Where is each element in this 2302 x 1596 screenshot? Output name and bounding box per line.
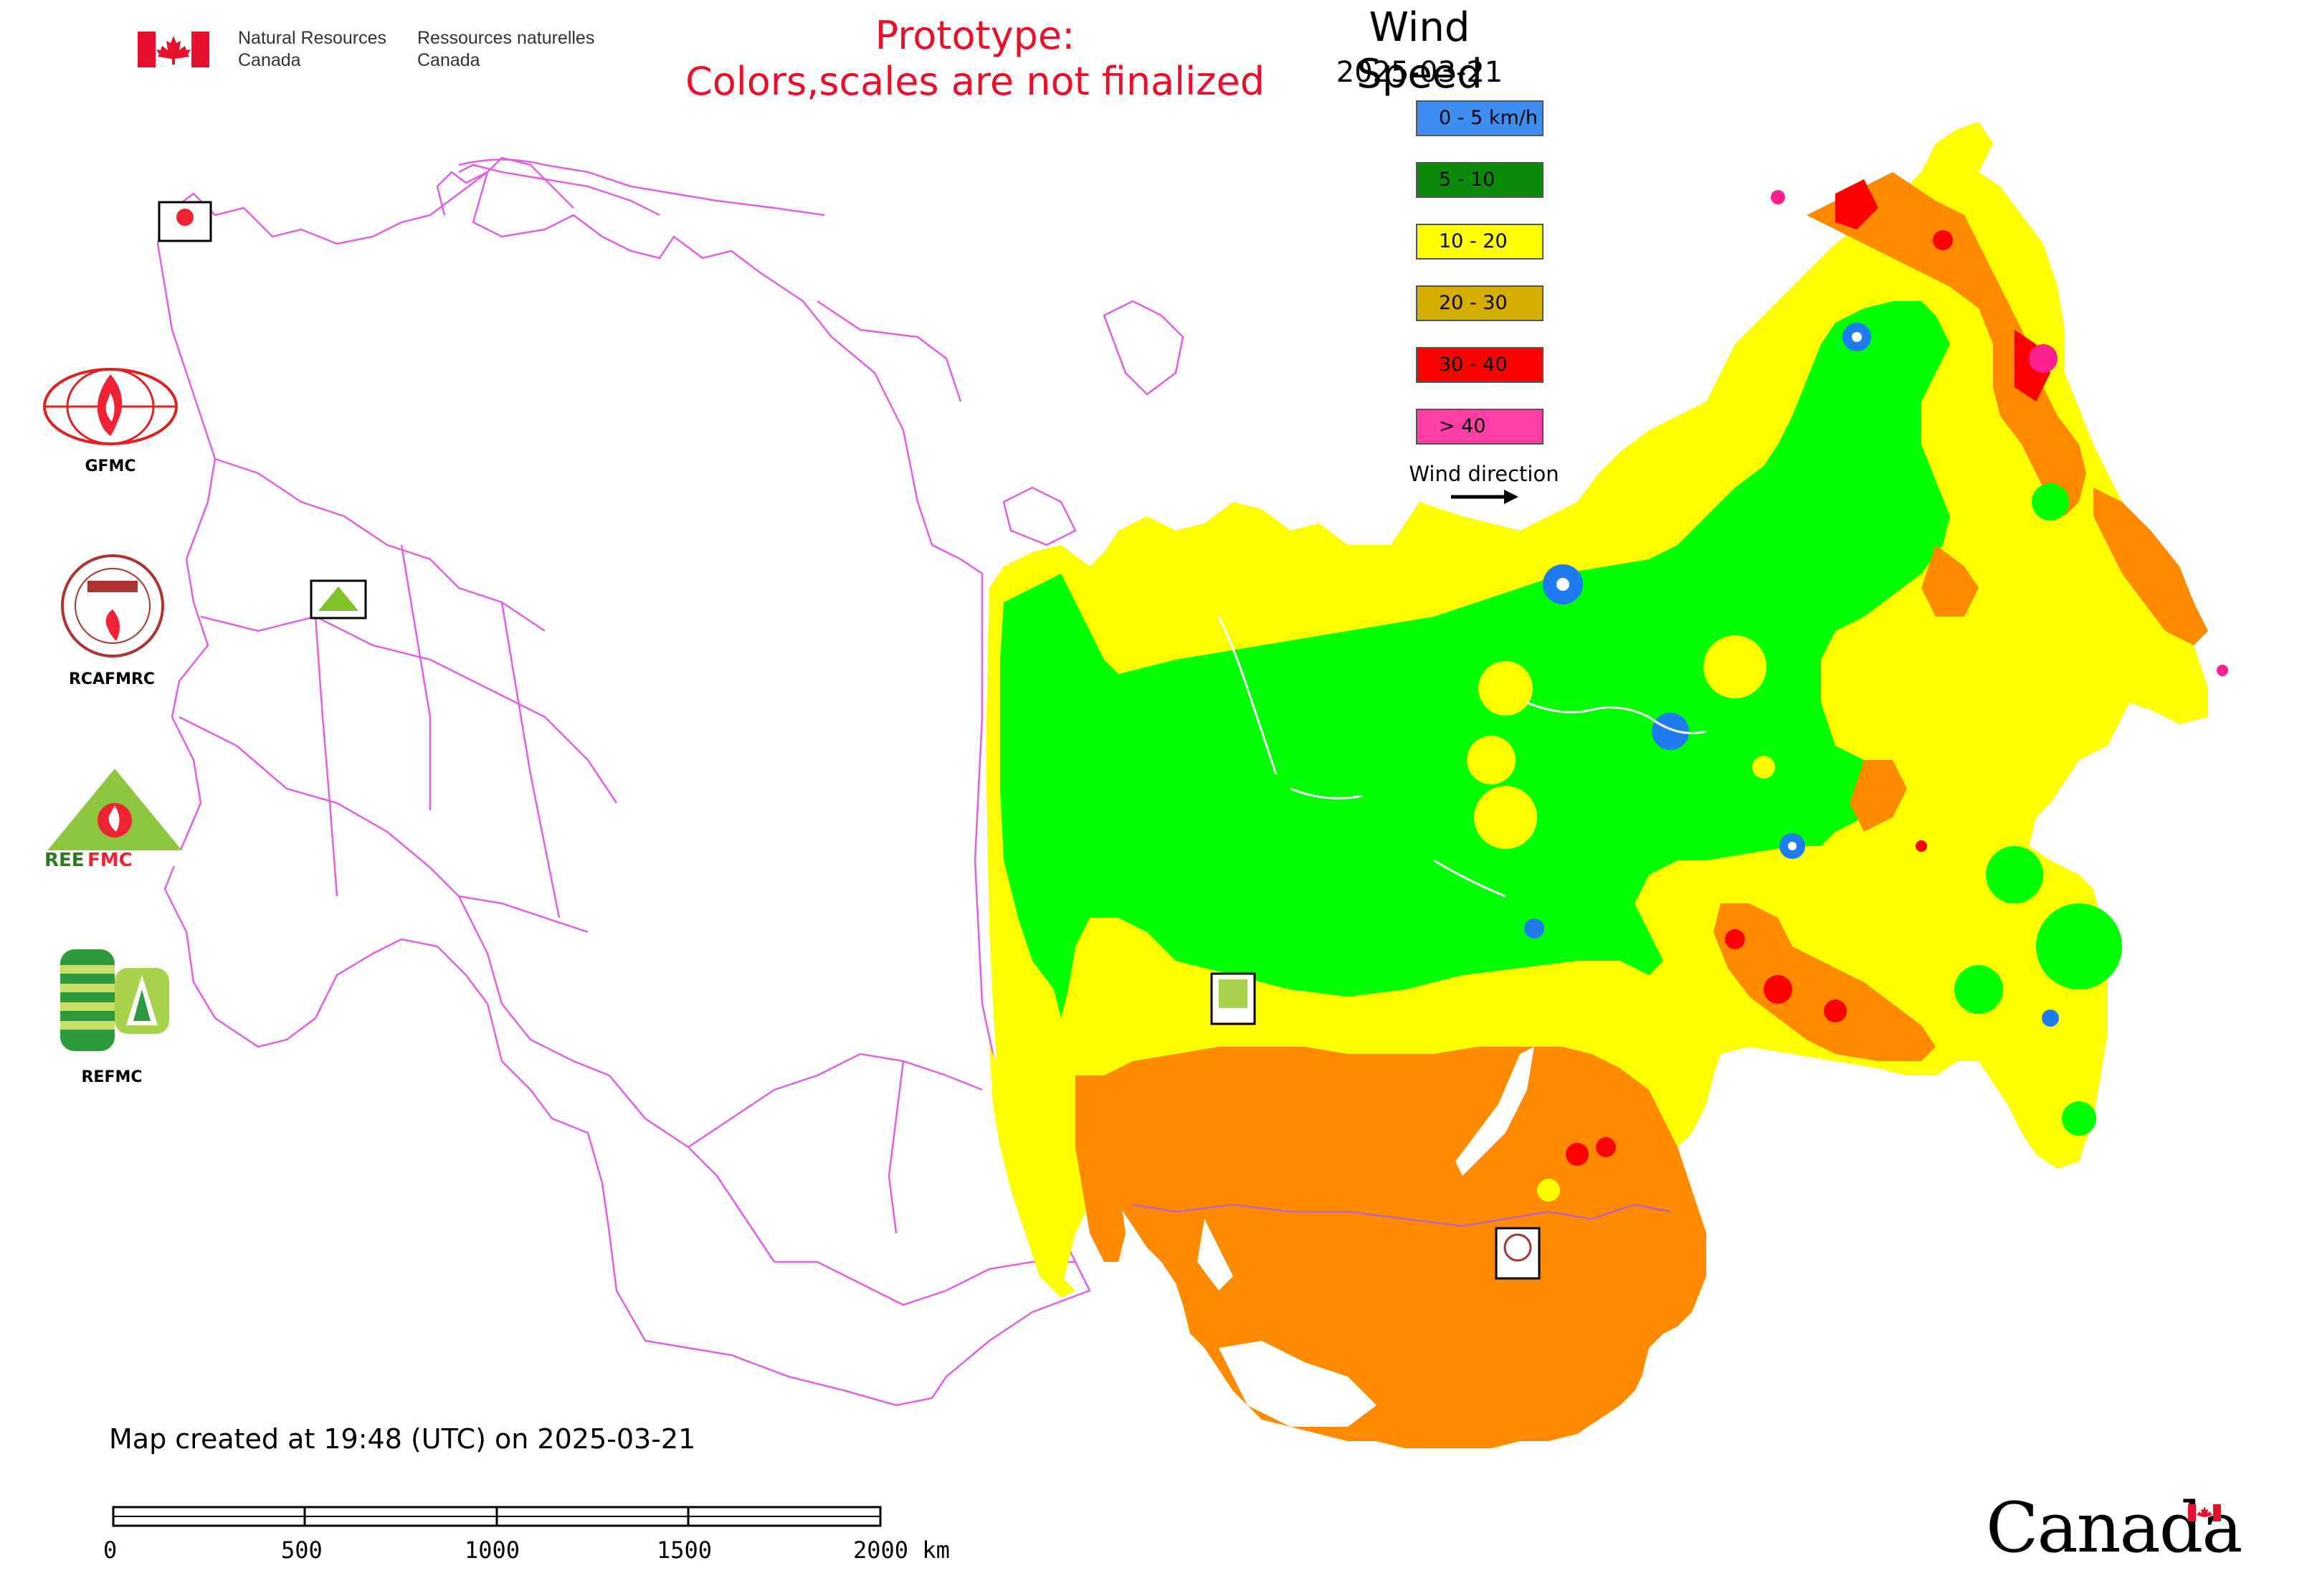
rcafmrc-logo — [61, 554, 164, 657]
gov-fr-line2: Canada — [417, 50, 480, 70]
scale-tick-1000: 1000 — [465, 1536, 520, 1564]
legend-label: 10 - 20 — [1439, 230, 1508, 252]
scale-tick-1500: 1500 — [657, 1536, 713, 1564]
refmc-caption: REFMC — [81, 1068, 143, 1086]
legend-label: 5 - 10 — [1439, 168, 1495, 191]
prototype-line1: Prototype: — [875, 13, 1075, 58]
legend-item-moderate: 10 - 20 — [1416, 224, 1544, 260]
legend-label: 0 - 5 km/h — [1439, 107, 1538, 129]
gov-signature-en: Natural Resources Canada — [238, 27, 386, 72]
wind-field — [986, 122, 2228, 1448]
canada-flag-icon — [138, 32, 209, 67]
map-created-note: Map created at 19:48 (UTC) on 2025-03-21 — [109, 1423, 696, 1455]
prototype-notice: Prototype: Colors,scales are not finaliz… — [645, 13, 1305, 105]
svg-text:REE: REE — [44, 850, 85, 870]
gfmc-logo — [43, 368, 178, 445]
legend-label: 30 - 40 — [1439, 353, 1508, 376]
scale-tick-0: 0 — [103, 1536, 118, 1564]
zone-fresh — [1104, 1047, 1706, 1448]
reefmc-logo: REE FMC — [42, 769, 188, 870]
legend-item-fresh: 20 - 30 — [1416, 285, 1544, 321]
gov-en-line1: Natural Resources — [238, 28, 387, 48]
wind-direction-arrow-icon — [1451, 490, 1518, 504]
gov-signature-fr: Ressources naturelles Canada — [417, 27, 594, 72]
scale-tick-2000: 2000 km — [853, 1536, 950, 1564]
scale-tick-500: 500 — [281, 1536, 323, 1564]
refmc-logo — [60, 949, 169, 1051]
gov-en-line2: Canada — [238, 50, 301, 70]
prototype-line2: Colors,scales are not finalized — [685, 59, 1265, 104]
gfmc-caption: GFMC — [85, 457, 136, 475]
legend-item-calm: 0 - 5 km/h — [1416, 100, 1544, 136]
legend-title: Wind Speed — [1356, 4, 1483, 98]
legend-date: 2025-03-21 — [1336, 56, 1503, 89]
scale-bar — [112, 1506, 882, 1527]
wordmark-flag-icon — [2188, 1504, 2221, 1521]
rivers — [1217, 616, 1707, 898]
rcafmrc-caption: RCAFMRC — [68, 670, 156, 688]
legend-item-gale: > 40 — [1416, 409, 1544, 445]
legend-item-light: 5 - 10 — [1416, 162, 1544, 198]
legend-item-strong: 30 - 40 — [1416, 347, 1544, 383]
zone-light — [1000, 301, 1950, 1018]
legend-label: > 40 — [1439, 415, 1486, 437]
gov-fr-line1: Ressources naturelles — [417, 28, 595, 48]
wind-direction-label: Wind direction — [1409, 462, 1559, 486]
legend-label: 20 - 30 — [1439, 292, 1508, 314]
svg-text:FMC: FMC — [87, 850, 133, 870]
canada-wordmark: Canada — [1986, 1488, 2242, 1568]
